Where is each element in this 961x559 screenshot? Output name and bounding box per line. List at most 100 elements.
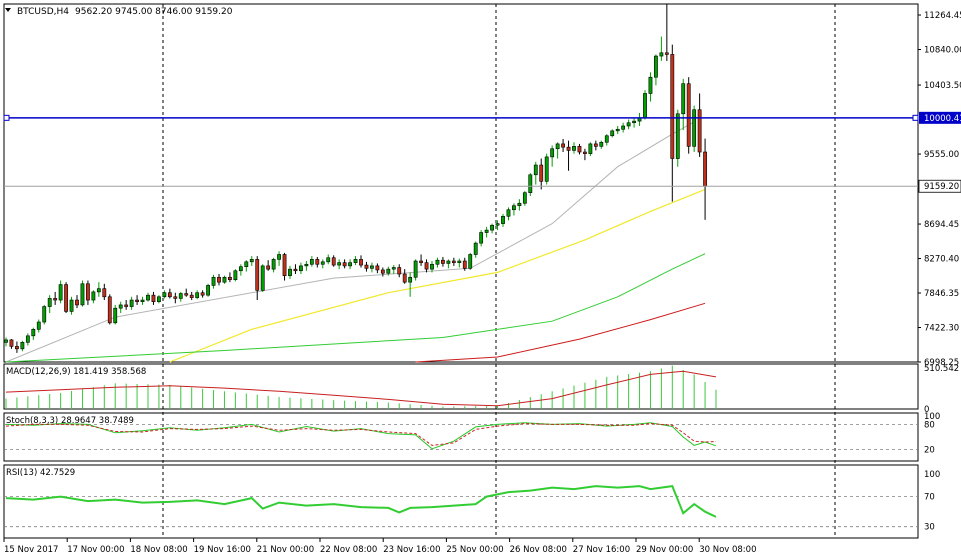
time-axis: 15 Nov 2017 17 Nov 00:00 18 Nov 08:00 19 No…: [3, 538, 757, 555]
candle: [309, 256, 314, 267]
candle: [402, 269, 407, 284]
candle: [206, 283, 210, 297]
rsi-pane-frame: [3, 464, 919, 539]
candle: [195, 290, 200, 300]
candle: [157, 295, 161, 304]
candle: [238, 264, 243, 276]
pane-frames: [3, 3, 919, 539]
stoch-label: Stoch(8,3,3) 28.9647 38.7489: [6, 416, 134, 426]
candle: [686, 77, 691, 154]
candle: [599, 140, 604, 149]
xtick-label: 17 Nov 00:00: [67, 545, 124, 555]
candle: [64, 282, 68, 314]
candle: [632, 117, 636, 128]
ytick-label: 10403.50: [924, 81, 961, 91]
candle: [528, 173, 533, 196]
candle: [102, 283, 107, 301]
macd-pane-frame: [3, 363, 919, 410]
ytick-label: 7846.35: [924, 289, 959, 299]
candle: [271, 257, 276, 273]
candle: [441, 256, 445, 267]
candle: [648, 72, 653, 102]
candle: [299, 262, 303, 275]
candle: [288, 265, 292, 279]
xtick-label: 27 Nov 16:00: [573, 545, 630, 555]
chevron-down-icon[interactable]: [5, 8, 11, 12]
moving-average-ma_slow: [5, 253, 706, 363]
candle: [692, 105, 697, 153]
candle: [217, 274, 221, 286]
candle: [659, 36, 664, 61]
candle: [468, 252, 473, 270]
hline-price-label: 10000.41: [924, 114, 961, 124]
candle: [228, 272, 232, 283]
candle: [118, 301, 123, 314]
candle: [533, 161, 538, 185]
candle: [53, 291, 58, 305]
candle: [604, 134, 609, 146]
candle: [413, 259, 418, 281]
candle: [380, 267, 385, 277]
candle: [80, 280, 85, 307]
candle: [506, 207, 511, 221]
candle: [342, 259, 347, 269]
candle: [484, 226, 489, 238]
candle: [626, 119, 631, 130]
candle: [162, 290, 167, 299]
candle: [25, 333, 30, 346]
candle: [260, 264, 265, 292]
stoch-ytick-label: 80: [924, 420, 935, 430]
candle: [479, 230, 484, 247]
candle: [293, 264, 298, 275]
candle: [47, 295, 52, 314]
candle: [697, 93, 702, 157]
candle: [610, 129, 615, 138]
moving-average-ma_mid: [169, 188, 706, 363]
candle: [664, 4, 669, 61]
candle: [643, 90, 647, 120]
xtick-label: 21 Nov 00:00: [257, 545, 314, 555]
candle: [184, 288, 189, 297]
candle: [315, 256, 320, 268]
candle: [36, 319, 41, 333]
rsi-pane: RSI(13) 42.7529 30 70 100: [4, 468, 940, 533]
line-handle-left[interactable]: [3, 114, 10, 121]
candle: [561, 139, 565, 153]
candle: [151, 291, 156, 305]
candle: [167, 288, 172, 299]
candle: [473, 241, 478, 258]
stoch-pane-frame: [3, 412, 919, 462]
hline-price-box: [919, 111, 961, 124]
ytick-label: 9555.00: [924, 150, 959, 160]
candle: [326, 254, 331, 265]
candle: [189, 291, 194, 301]
candle: [211, 274, 216, 289]
candle: [386, 266, 391, 276]
macd-ytick-label: 0: [924, 405, 929, 415]
candle: [391, 265, 396, 275]
candle: [304, 261, 309, 271]
ytick-label: 8694.45: [924, 220, 959, 230]
ytick-label: 7422.30: [924, 324, 959, 334]
candle: [331, 255, 336, 267]
candle: [522, 191, 527, 206]
moving-average-ma_long: [415, 302, 706, 363]
line-handle-right[interactable]: [912, 114, 919, 121]
candle: [654, 54, 658, 86]
price-lines[interactable]: [3, 114, 919, 187]
candlesticks: [4, 4, 707, 353]
candle: [4, 337, 8, 347]
candle: [96, 282, 101, 297]
candle: [15, 341, 19, 353]
candle: [42, 304, 47, 325]
candle: [255, 256, 260, 301]
candle: [457, 258, 462, 268]
candle: [359, 255, 363, 268]
candle: [277, 251, 281, 266]
candle: [364, 261, 369, 272]
rsi-label: RSI(13) 42.7529: [6, 468, 75, 478]
candle: [233, 269, 238, 282]
ytick-label: 6998.25: [924, 358, 959, 368]
stoch-ytick-label: 100: [924, 412, 940, 422]
